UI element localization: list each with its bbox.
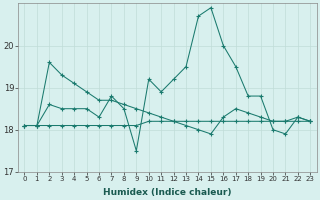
X-axis label: Humidex (Indice chaleur): Humidex (Indice chaleur) [103,188,232,197]
